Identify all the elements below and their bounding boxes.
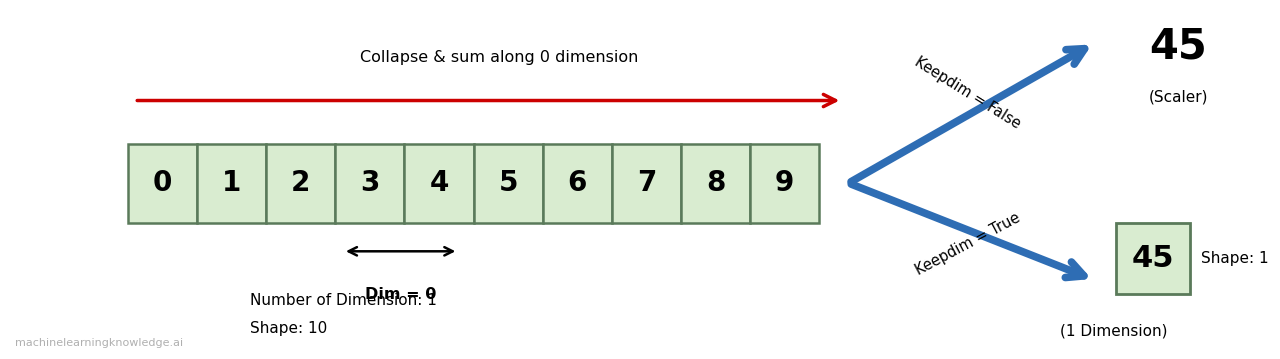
Text: 45: 45 — [1132, 244, 1175, 273]
Text: Number of Dimension: 1: Number of Dimension: 1 — [250, 293, 436, 308]
Text: (1 Dimension): (1 Dimension) — [1060, 323, 1167, 338]
Text: 8: 8 — [705, 169, 726, 197]
Text: Collapse & sum along 0 dimension: Collapse & sum along 0 dimension — [360, 50, 639, 65]
FancyBboxPatch shape — [197, 144, 266, 223]
Text: 7: 7 — [636, 169, 657, 197]
FancyBboxPatch shape — [1116, 223, 1190, 294]
Text: 0: 0 — [152, 169, 173, 197]
FancyBboxPatch shape — [404, 144, 474, 223]
Text: Shape: 1: Shape: 1 — [1201, 251, 1268, 266]
FancyBboxPatch shape — [750, 144, 819, 223]
Text: (Scaler): (Scaler) — [1149, 89, 1208, 104]
Text: Shape: 10: Shape: 10 — [250, 321, 326, 336]
Text: Keepdim = False: Keepdim = False — [913, 55, 1023, 132]
Text: 45: 45 — [1148, 26, 1207, 67]
Text: Keepdim = True: Keepdim = True — [913, 210, 1023, 278]
FancyBboxPatch shape — [612, 144, 681, 223]
Text: 9: 9 — [774, 169, 795, 197]
FancyBboxPatch shape — [128, 144, 197, 223]
Text: 6: 6 — [567, 169, 588, 197]
FancyBboxPatch shape — [266, 144, 335, 223]
Text: 1: 1 — [221, 169, 242, 197]
Text: 3: 3 — [360, 169, 380, 197]
FancyBboxPatch shape — [543, 144, 612, 223]
Text: machinelearningknowledge.ai: machinelearningknowledge.ai — [15, 338, 183, 348]
FancyBboxPatch shape — [681, 144, 750, 223]
Text: 5: 5 — [498, 169, 518, 197]
FancyBboxPatch shape — [335, 144, 404, 223]
FancyBboxPatch shape — [474, 144, 543, 223]
Text: 2: 2 — [291, 169, 311, 197]
Text: 4: 4 — [429, 169, 449, 197]
Text: Dim = 0: Dim = 0 — [365, 287, 436, 302]
